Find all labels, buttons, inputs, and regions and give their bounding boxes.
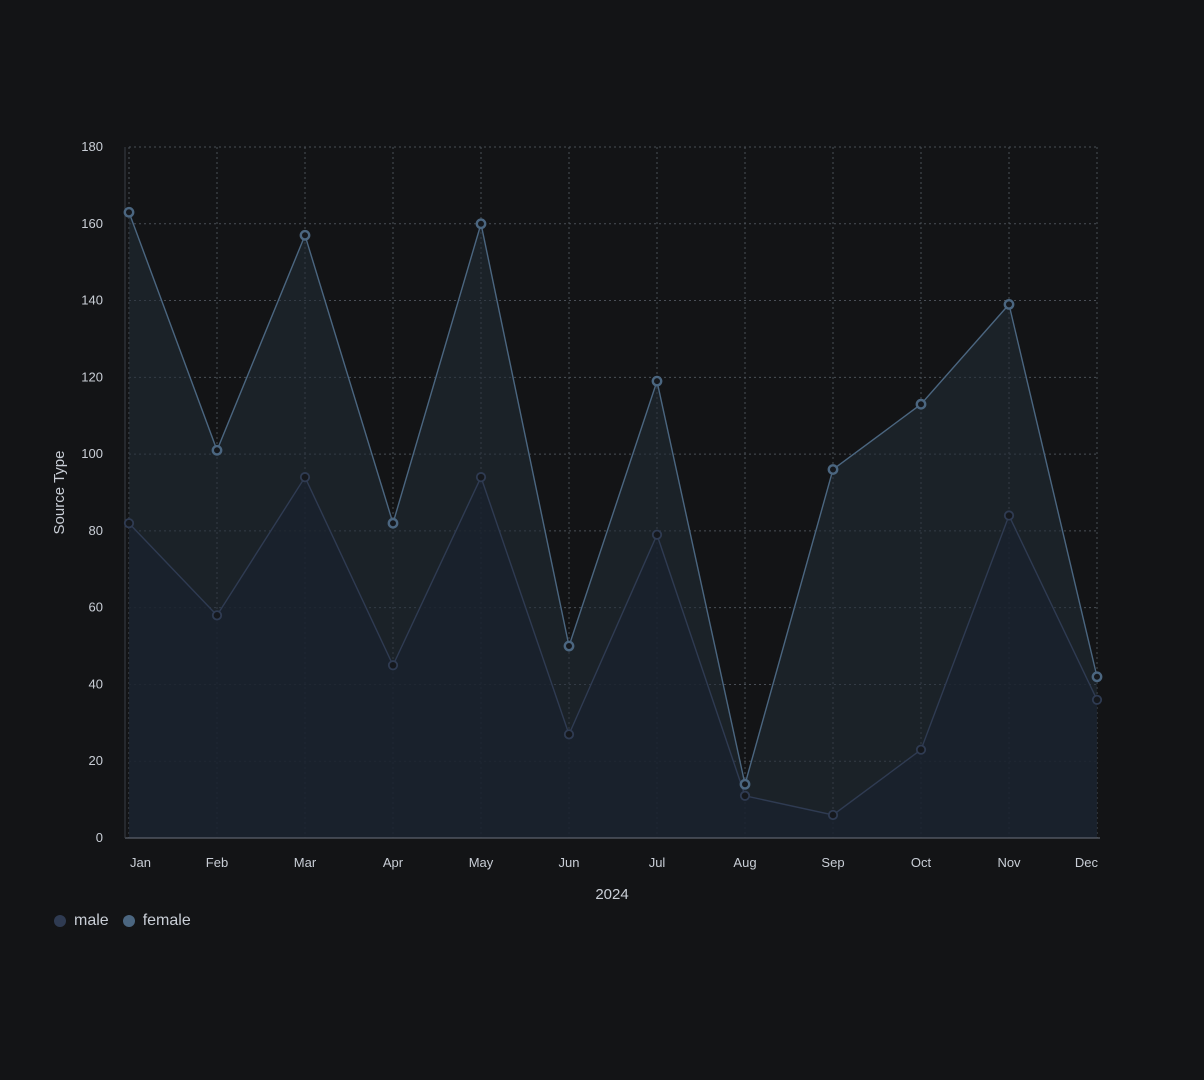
point-female-mar[interactable]	[299, 229, 311, 241]
legend-marker-male	[54, 915, 66, 927]
point-male-oct[interactable]	[915, 744, 927, 755]
point-female-may[interactable]	[475, 218, 487, 230]
point-male-dec[interactable]	[1091, 694, 1103, 705]
point-male-jul[interactable]	[651, 529, 663, 540]
x-tick-label: Dec	[1075, 855, 1099, 870]
point-male-nov[interactable]	[1003, 510, 1015, 521]
y-tick-label: 180	[81, 139, 103, 154]
series-areas	[129, 212, 1097, 838]
legend-item-female[interactable]: female	[122, 912, 191, 930]
point-male-sep[interactable]	[827, 809, 839, 821]
legend: male female	[54, 912, 191, 930]
x-tick-label: Feb	[206, 855, 228, 870]
point-male-apr[interactable]	[387, 660, 399, 671]
legend-item-male[interactable]: male	[54, 912, 109, 930]
point-female-jun[interactable]	[563, 640, 575, 652]
point-female-dec[interactable]	[1091, 671, 1103, 683]
y-axis-title: Source Type	[51, 451, 68, 535]
x-tick-label: Aug	[733, 855, 756, 870]
x-tick-label: Jan	[130, 855, 151, 870]
y-tick-label: 100	[81, 446, 103, 461]
y-tick-label: 160	[81, 216, 103, 231]
point-female-feb[interactable]	[211, 444, 223, 456]
area-male	[129, 477, 1097, 838]
series-lines	[128, 212, 1098, 816]
x-tick-label: Nov	[997, 855, 1021, 870]
point-male-feb[interactable]	[211, 610, 223, 621]
point-male-aug[interactable]	[739, 790, 751, 801]
y-tick-label: 0	[96, 830, 103, 845]
x-tick-label: Sep	[821, 855, 844, 870]
point-female-aug[interactable]	[739, 778, 751, 790]
x-tick-label: Mar	[294, 855, 317, 870]
point-male-jun[interactable]	[563, 729, 575, 740]
x-tick-label: Apr	[383, 855, 404, 870]
legend-marker-female	[122, 915, 135, 927]
x-tick-label: Jul	[649, 855, 666, 870]
point-female-nov[interactable]	[1003, 298, 1015, 310]
y-tick-label: 20	[89, 753, 103, 768]
point-female-jul[interactable]	[651, 375, 663, 387]
point-female-jan[interactable]	[123, 206, 135, 218]
x-tick-label: Jun	[559, 855, 580, 870]
y-tick-label: 40	[89, 676, 103, 691]
legend-label-male: male	[74, 912, 109, 929]
point-female-oct[interactable]	[915, 398, 927, 410]
series-points	[123, 206, 1103, 821]
point-female-apr[interactable]	[387, 517, 399, 529]
legend-label-female: female	[142, 912, 191, 929]
x-tick-label: May	[469, 855, 494, 870]
y-tick-label: 140	[81, 293, 103, 308]
y-tick-label: 120	[81, 369, 103, 384]
point-male-may[interactable]	[475, 472, 487, 483]
point-female-sep[interactable]	[827, 464, 839, 475]
line-female	[128, 212, 1098, 785]
axes	[124, 147, 1100, 839]
line-male	[128, 475, 1098, 816]
x-axis-title: 2024	[595, 886, 628, 903]
y-tick-label: 60	[89, 600, 103, 615]
point-male-mar[interactable]	[299, 472, 311, 483]
tick-labels: 0 20 40 60 80 100 120 140 160 180 Jan Feb Mar Apr May J…	[81, 139, 1098, 870]
point-male-jan[interactable]	[123, 518, 135, 529]
y-tick-label: 80	[89, 523, 103, 538]
x-tick-label: Oct	[911, 855, 932, 870]
